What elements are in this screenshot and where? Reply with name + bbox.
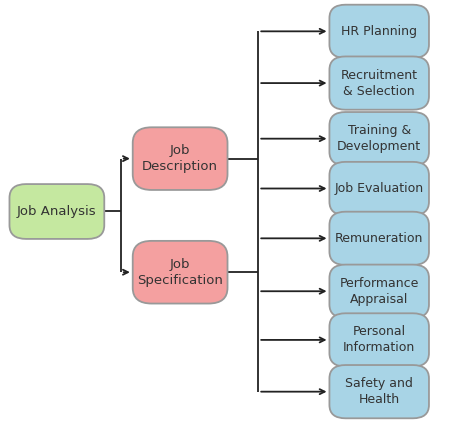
FancyBboxPatch shape [329,313,429,367]
Text: Remuneration: Remuneration [335,232,423,245]
FancyBboxPatch shape [329,56,429,110]
Text: Job Evaluation: Job Evaluation [335,182,424,195]
Text: Job
Description: Job Description [142,144,218,173]
Text: Personal
Information: Personal Information [343,325,415,354]
Text: Recruitment
& Selection: Recruitment & Selection [341,69,418,98]
FancyBboxPatch shape [133,127,228,190]
FancyBboxPatch shape [329,112,429,165]
FancyBboxPatch shape [329,212,429,265]
Text: Training &
Development: Training & Development [337,124,421,153]
Text: Job Analysis: Job Analysis [17,205,97,218]
Text: Safety and
Health: Safety and Health [345,377,413,406]
FancyBboxPatch shape [329,365,429,418]
Text: HR Planning: HR Planning [341,25,417,38]
FancyBboxPatch shape [329,162,429,215]
Text: Performance
Appraisal: Performance Appraisal [339,277,419,306]
Text: Job
Specification: Job Specification [137,258,223,287]
FancyBboxPatch shape [9,184,104,239]
FancyBboxPatch shape [329,5,429,58]
FancyBboxPatch shape [329,265,429,318]
FancyBboxPatch shape [133,241,228,304]
